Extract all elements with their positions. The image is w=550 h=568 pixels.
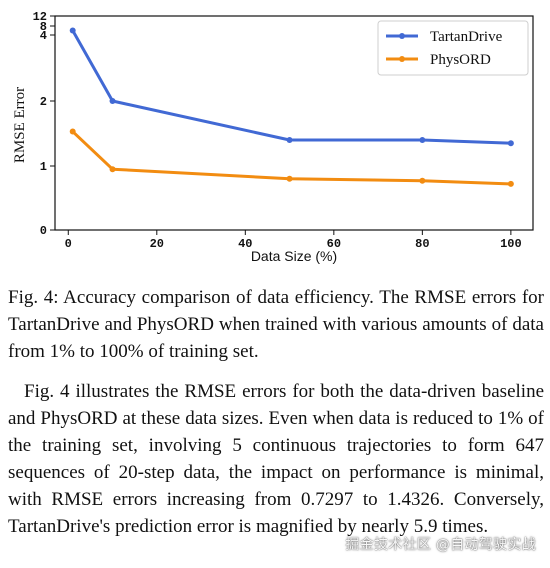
chart-axes bbox=[54, 15, 534, 231]
y-tick-label: 0 bbox=[40, 224, 47, 238]
data-point bbox=[109, 166, 116, 173]
legend-marker bbox=[399, 56, 405, 62]
x-tick-label: 60 bbox=[327, 237, 341, 251]
figure-caption: Fig. 4: Accuracy comparison of data effi… bbox=[8, 287, 544, 362]
legend-label: TartanDrive bbox=[430, 29, 503, 45]
y-tick-label: 4 bbox=[40, 29, 47, 43]
data-point bbox=[419, 177, 426, 184]
chart-series bbox=[69, 27, 514, 187]
chart-legend: TartanDrive PhysORD bbox=[377, 20, 529, 76]
data-point bbox=[286, 137, 293, 143]
x-tick-label: 0 bbox=[65, 237, 72, 251]
data-point bbox=[69, 128, 76, 135]
body-paragraph: Fig. 4 illustrates the RMSE errors for b… bbox=[8, 381, 544, 537]
plot-frame bbox=[54, 15, 534, 231]
y-tick-label: 2 bbox=[40, 95, 47, 109]
legend-label: PhysORD bbox=[430, 52, 491, 68]
y-axis-label: RMSE Error bbox=[12, 87, 28, 163]
watermark: 掘金技术社区 @自动驾驶实战 bbox=[345, 537, 536, 553]
data-point bbox=[286, 175, 293, 182]
data-point bbox=[507, 140, 514, 147]
x-tick-label: 80 bbox=[415, 237, 429, 251]
x-tick-label: 20 bbox=[150, 237, 164, 251]
y-tick-label: 1 bbox=[40, 160, 47, 174]
y-tick-label: 8 bbox=[40, 20, 47, 34]
x-tick-label: 40 bbox=[238, 237, 252, 251]
x-axis-label: Data Size (%) bbox=[251, 248, 337, 264]
legend-marker bbox=[399, 33, 405, 39]
data-point bbox=[507, 180, 514, 187]
y-tick-label: 12 bbox=[33, 10, 47, 24]
data-point bbox=[419, 137, 426, 143]
data-point bbox=[69, 27, 76, 34]
x-tick-label: 100 bbox=[500, 237, 522, 251]
data-point bbox=[109, 98, 116, 104]
